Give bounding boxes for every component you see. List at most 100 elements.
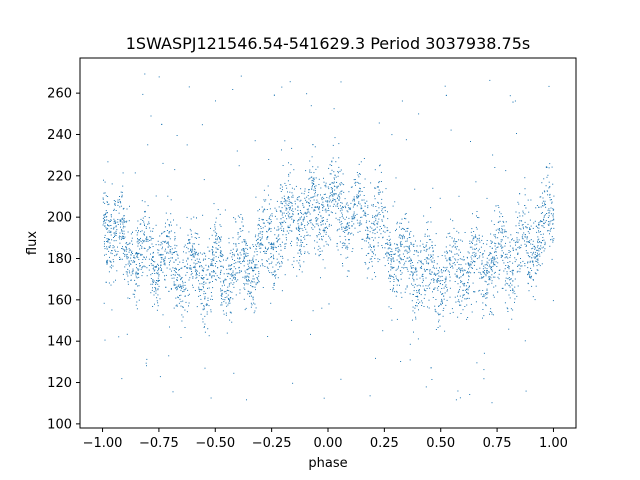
data-point — [415, 240, 416, 242]
data-point — [455, 399, 457, 401]
data-point — [104, 243, 105, 245]
data-point — [397, 267, 399, 269]
data-point — [390, 259, 392, 261]
data-point — [458, 268, 460, 269]
data-point — [192, 284, 193, 286]
data-point — [139, 263, 140, 265]
data-point — [484, 267, 486, 269]
data-point — [132, 243, 133, 245]
data-point — [536, 258, 538, 260]
data-point — [313, 189, 315, 191]
data-point — [236, 250, 237, 252]
data-point — [328, 225, 330, 227]
data-point — [177, 284, 179, 286]
data-point — [287, 197, 289, 199]
data-point — [127, 263, 129, 265]
data-point — [275, 247, 277, 249]
data-point — [148, 247, 150, 249]
data-point — [356, 197, 358, 199]
data-point — [196, 258, 198, 260]
data-point — [334, 199, 336, 201]
data-point — [168, 252, 170, 254]
data-point — [421, 263, 423, 265]
data-point — [392, 289, 394, 291]
data-point — [371, 278, 373, 280]
data-point — [173, 277, 175, 279]
data-point — [195, 269, 197, 271]
data-point — [222, 310, 224, 312]
data-point — [281, 86, 283, 88]
data-point — [347, 222, 348, 224]
data-point — [438, 306, 440, 307]
data-point — [356, 181, 358, 183]
data-point — [241, 241, 243, 243]
data-point — [287, 259, 289, 261]
data-point — [235, 245, 237, 247]
data-point — [233, 255, 235, 257]
data-point — [312, 204, 314, 206]
data-point — [289, 81, 291, 83]
data-point — [104, 202, 106, 204]
data-point — [481, 276, 483, 278]
y-tick-label: 120 — [47, 376, 72, 391]
data-point — [236, 272, 238, 274]
data-point — [146, 250, 148, 252]
data-point — [255, 307, 257, 309]
data-point — [244, 275, 246, 277]
data-point — [212, 271, 214, 273]
data-point — [323, 205, 325, 207]
data-point — [441, 288, 443, 289]
data-point — [539, 253, 541, 255]
data-point — [445, 280, 447, 282]
data-point — [321, 217, 323, 219]
data-point — [134, 290, 136, 292]
data-point — [251, 304, 253, 306]
data-point — [452, 311, 454, 313]
data-point — [187, 267, 189, 269]
data-point — [215, 272, 217, 274]
data-point — [105, 227, 107, 229]
data-point — [374, 195, 375, 197]
data-point — [538, 248, 540, 250]
data-point — [270, 243, 272, 245]
data-point — [219, 224, 221, 226]
data-point — [191, 245, 193, 247]
data-point — [143, 233, 145, 235]
data-point — [328, 207, 329, 209]
data-point — [483, 315, 485, 317]
data-point — [338, 157, 340, 159]
data-point — [403, 236, 405, 238]
data-point — [384, 210, 386, 212]
data-point — [288, 201, 290, 203]
data-point — [217, 237, 219, 239]
data-point — [242, 230, 244, 232]
data-point — [106, 241, 108, 242]
data-point — [388, 306, 390, 308]
data-point — [104, 219, 106, 221]
data-point — [157, 240, 159, 242]
data-point — [422, 263, 424, 265]
data-point — [309, 220, 311, 222]
data-point — [492, 265, 494, 267]
data-point — [253, 281, 255, 283]
data-point — [532, 279, 534, 280]
data-point — [104, 181, 106, 183]
data-point — [501, 250, 503, 252]
data-point — [235, 280, 237, 282]
data-point — [243, 250, 245, 252]
data-point — [144, 266, 146, 268]
data-point — [540, 242, 542, 244]
data-point — [380, 202, 382, 204]
data-point — [394, 243, 396, 245]
data-point — [253, 278, 255, 280]
data-point — [397, 280, 399, 282]
x-tick-label: −0.50 — [195, 436, 235, 451]
data-point — [428, 262, 430, 264]
data-point — [170, 274, 172, 276]
data-point — [390, 266, 392, 268]
data-point — [498, 232, 499, 234]
data-point — [330, 211, 332, 213]
data-point — [280, 202, 282, 204]
data-point — [329, 192, 331, 194]
data-point — [224, 278, 226, 280]
